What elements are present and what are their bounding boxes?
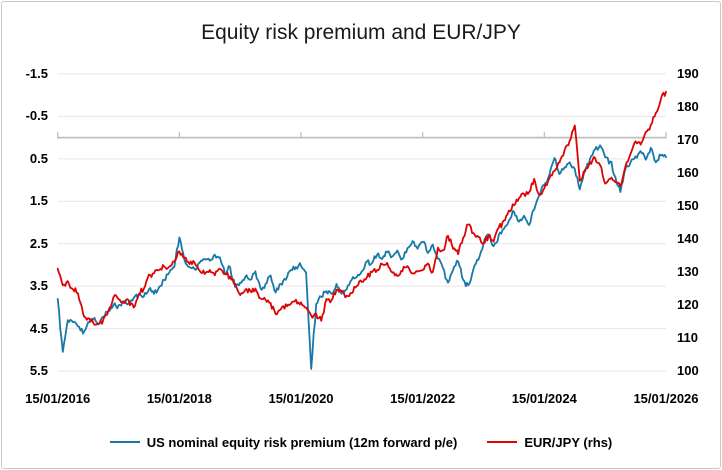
erp-series-line [56, 144, 667, 370]
x-axis-tick-label: 15/01/2022 [390, 391, 456, 406]
right-axis-tick-label: 120 [677, 297, 699, 312]
left-axis-tick-label: 5.5 [29, 363, 48, 378]
legend-label-eurjpy: EUR/JPY (rhs) [524, 434, 613, 450]
x-axis-tick-label: 15/01/2018 [146, 391, 212, 406]
x-axis-tick-label: 15/01/2024 [511, 391, 577, 406]
left-axis-tick-label: 1.5 [29, 193, 48, 209]
left-axis-tick-label: -1.5 [25, 66, 48, 81]
x-axis-tick-label: 15/01/2016 [25, 391, 91, 406]
right-axis-tick-label: 160 [677, 165, 699, 180]
legend-label-erp: US nominal equity risk premium (12m forw… [146, 434, 458, 450]
eurjpy-line-swatch [487, 440, 518, 444]
right-axis-tick-label: 190 [677, 66, 699, 81]
right-axis-tick-label: 140 [677, 231, 699, 246]
x-axis-tick-label: 15/01/2020 [268, 391, 334, 406]
eurjpy-series-line [56, 90, 667, 326]
x-axis-tick-label: 15/01/2026 [633, 391, 699, 406]
right-axis-tick-label: 170 [677, 132, 699, 147]
right-axis-tick-label: 130 [677, 264, 699, 279]
legend-item-erp: US nominal equity risk premium (12m forw… [109, 434, 458, 450]
right-axis-tick-label: 150 [677, 198, 699, 213]
left-axis-tick-label: 3.5 [29, 278, 48, 294]
chart-title: Equity risk premium and EUR/JPY [201, 21, 521, 44]
left-axis-tick-label: 0.5 [29, 150, 48, 166]
left-axis-tick-label: 4.5 [29, 320, 48, 336]
legend: US nominal equity risk premium (12m forw… [0, 431, 722, 453]
right-axis-tick-label: 110 [677, 330, 698, 345]
right-axis-tick-label: 180 [677, 99, 699, 114]
right-axis-tick-label: 100 [677, 363, 699, 378]
erp-line-swatch [109, 440, 140, 444]
left-axis-tick-label: -0.5 [25, 108, 48, 124]
legend-item-eurjpy: EUR/JPY (rhs) [487, 435, 612, 450]
left-axis-tick-label: 2.5 [29, 235, 48, 251]
